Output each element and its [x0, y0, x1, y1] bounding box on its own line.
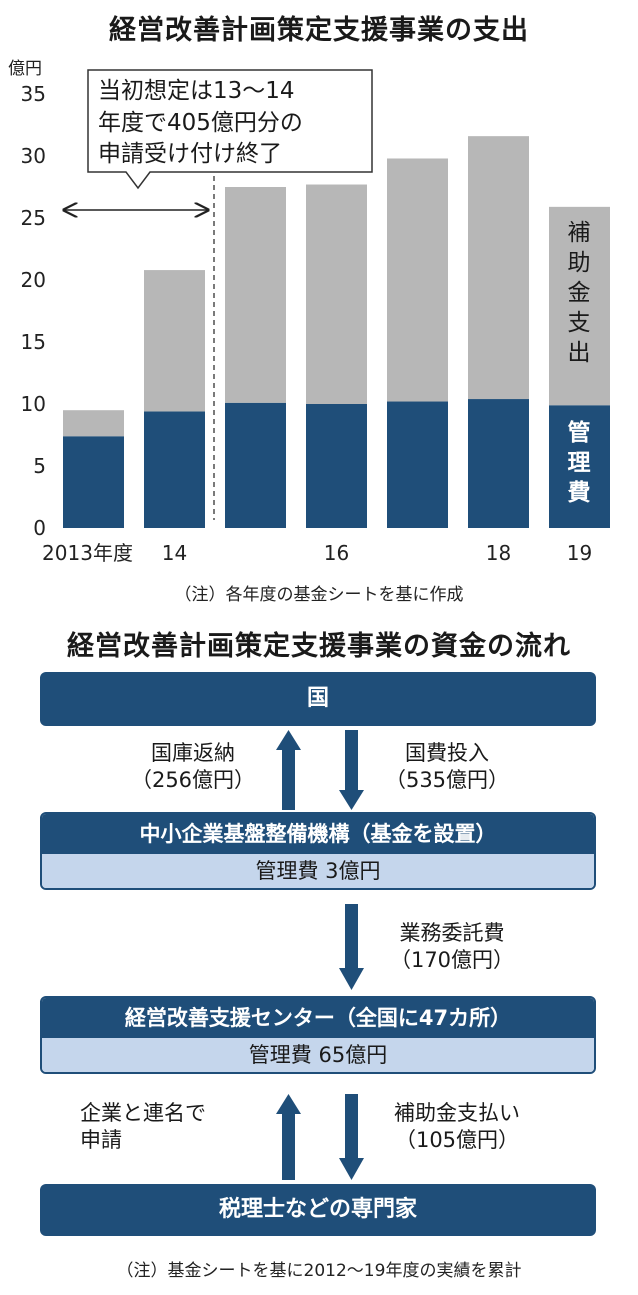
center-fee: 管理費 65億円	[42, 1038, 594, 1072]
invest-label: 国費投入 （535億円）	[384, 741, 510, 792]
bar-admin-fee	[387, 401, 448, 528]
flow-title: 経営改善計画策定支援事業の資金の流れ	[67, 631, 571, 662]
annotation-callout-box	[87, 69, 373, 190]
arrow-down-invest	[339, 730, 364, 810]
flow-note: （注）基金シートを基に2012～19年度の実績を累計	[116, 1261, 522, 1281]
commission-label: 業務委託費 （170億円）	[389, 921, 515, 972]
bar-subsidy	[306, 184, 367, 404]
chart-note: （注）各年度の基金シートを基に作成	[174, 585, 464, 605]
arrow-up-apply	[276, 1094, 301, 1180]
flow-node-experts: 税理士などの専門家	[40, 1184, 596, 1236]
y-tick-label: 0	[33, 516, 46, 540]
x-tick-label: 19	[567, 541, 592, 565]
bar-admin-fee	[144, 411, 205, 528]
bar-subsidy	[63, 410, 124, 437]
annotation-text: 当初想定は13～14 年度で405億円分の 申請受け付け終了	[98, 78, 310, 167]
arrow-up-return	[276, 730, 301, 810]
flow-node-kuni: 国	[40, 672, 596, 726]
y-tick-label: 25	[21, 206, 46, 230]
bar-admin-fee	[225, 402, 286, 528]
stacked-bar-chart: 億円 0 5 10 15 20 25 30 35 2013年度 14 16 18 19 当初想定は13…	[8, 59, 610, 565]
y-tick-label: 35	[21, 82, 46, 106]
x-tick-label: 2013年度	[42, 541, 133, 565]
bar-admin-fee	[63, 436, 124, 528]
flow-node-center: 経営改善支援センター（全国に47カ所） 管理費 65億円	[40, 996, 596, 1074]
smrj-fee: 管理費 3億円	[42, 854, 594, 888]
x-tick-label: 18	[486, 541, 511, 565]
bar-admin-fee	[306, 404, 367, 528]
x-tick-label: 16	[324, 541, 349, 565]
arrow-down-subsidy	[339, 1094, 364, 1180]
x-tick-label: 14	[162, 541, 187, 565]
legend-subsidy: 補助金支出	[568, 220, 591, 366]
return-label: 国庫返納 （256億円）	[130, 741, 256, 792]
y-tick-label: 10	[21, 392, 46, 416]
smrj-name: 中小企業基盤整備機構（基金を設置）	[42, 814, 594, 854]
bar-subsidy	[549, 206, 610, 406]
bar-subsidy	[225, 187, 286, 403]
bar-subsidy	[387, 158, 448, 402]
y-unit-label: 億円	[8, 59, 42, 79]
y-tick-label: 30	[21, 144, 46, 168]
y-tick-label: 15	[21, 330, 46, 354]
bar-subsidy	[468, 136, 529, 400]
arrow-down-commission	[339, 904, 364, 990]
bar-admin-fee	[468, 399, 529, 528]
flow-node-smrj: 中小企業基盤整備機構（基金を設置） 管理費 3億円	[40, 812, 596, 890]
y-tick-label: 20	[21, 268, 46, 292]
bar-admin-fee	[549, 405, 610, 528]
y-tick-label: 5	[33, 454, 46, 478]
apply-label: 企業と連名で 申請	[80, 1101, 206, 1152]
bar-subsidy	[144, 270, 205, 412]
center-name: 経営改善支援センター（全国に47カ所）	[42, 998, 594, 1038]
subsidy-label: 補助金支払い （105億円）	[394, 1101, 520, 1152]
legend-admin-fee: 管理費	[568, 419, 591, 506]
chart-title: 経営改善計画策定支援事業の支出	[109, 15, 529, 46]
